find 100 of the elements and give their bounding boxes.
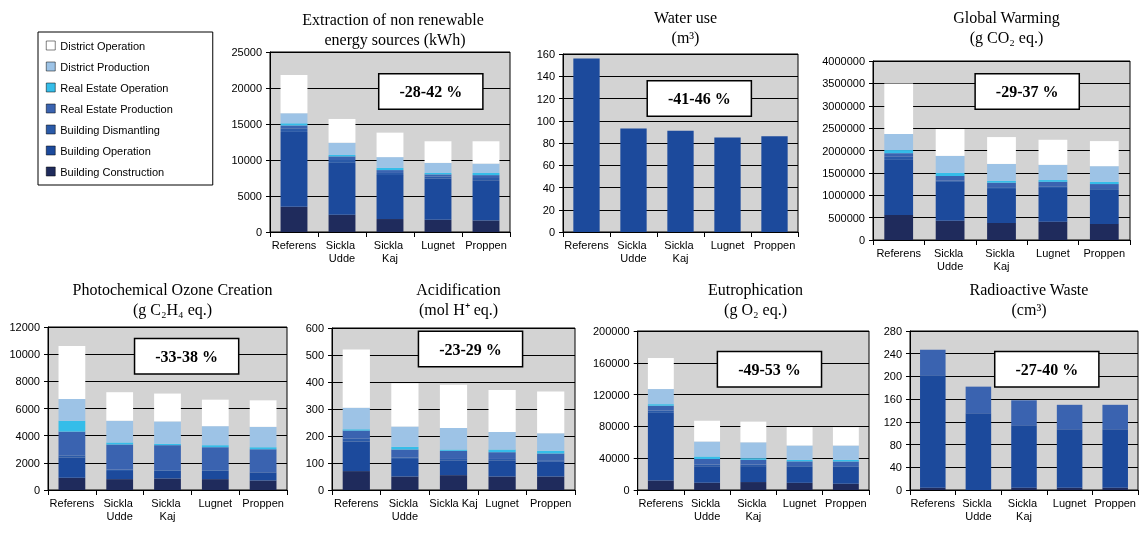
x-tick-label: Proppen xyxy=(465,238,507,251)
y-tick-label: 80 xyxy=(889,438,902,451)
y-tick-label: 1500000 xyxy=(822,166,865,179)
y-tick-label: 8000 xyxy=(15,375,40,388)
legend-label: Building Dismantling xyxy=(60,123,160,136)
y-tick-label: 40000 xyxy=(599,452,630,465)
y-tick-label: 200 xyxy=(883,370,902,383)
y-tick-label: 0 xyxy=(895,484,902,496)
chart-title: Eutrophication xyxy=(707,280,804,299)
chart-title: Water use xyxy=(653,8,718,26)
x-tick-label: Referens xyxy=(271,238,317,251)
x-tick-label: Sickla Udde xyxy=(690,496,724,522)
x-tick-label: Referens xyxy=(910,496,956,509)
x-tick-label: Proppen xyxy=(242,496,284,509)
y-tick-label: 10000 xyxy=(231,154,262,166)
y-tick-label: 2000 xyxy=(15,456,40,469)
x-tick-label: Sickla Udde xyxy=(933,246,967,272)
y-tick-label: 160 xyxy=(883,393,902,406)
y-tick-label: 120000 xyxy=(592,388,630,401)
x-tick-label: Sickla Kaj xyxy=(1007,496,1041,522)
y-tick-label: 15000 xyxy=(231,118,262,130)
chart-subtitle: (g C₂H₄ eq.) xyxy=(132,300,213,319)
y-tick-label: 3500000 xyxy=(822,77,865,90)
chart-subtitle: (mol H⁺ eq.) xyxy=(418,300,499,319)
x-tick-label: Referens xyxy=(638,496,684,509)
chart-title: Acidification xyxy=(416,280,501,298)
y-tick-label: 40 xyxy=(542,181,555,194)
x-tick-label: Lugnet xyxy=(198,496,233,509)
y-tick-label: 160 xyxy=(536,48,555,60)
y-tick-label: 300 xyxy=(305,403,324,415)
y-tick-label: 0 xyxy=(33,484,40,496)
y-tick-label: 140 xyxy=(536,70,555,83)
x-tick-label: Sickla Kaj xyxy=(737,496,770,522)
chart-subtitle: (g O₂ eq.) xyxy=(724,300,787,319)
x-tick-label: Proppen xyxy=(825,496,867,509)
y-tick-label: 60 xyxy=(542,159,555,172)
y-tick-label: 600 xyxy=(305,322,324,334)
annotation: -28-42 % xyxy=(399,83,463,101)
y-tick-label: 0 xyxy=(623,484,630,496)
y-tick-label: 2000000 xyxy=(822,144,865,157)
y-tick-label: 240 xyxy=(883,347,902,360)
chart-title: Global Warming xyxy=(953,8,1060,27)
legend-label: Building Construction xyxy=(60,165,165,178)
y-tick-label: 100 xyxy=(536,114,555,127)
legend-label: District Production xyxy=(60,60,150,73)
y-tick-label: 160000 xyxy=(592,356,630,369)
x-tick-label: Sickla Kaj xyxy=(985,246,1018,272)
y-tick-label: 100 xyxy=(305,457,324,469)
x-tick-label: Sickla Udde xyxy=(325,238,359,264)
y-tick-label: 6000 xyxy=(15,402,40,415)
x-tick-label: Lugnet xyxy=(485,496,519,509)
y-tick-label: 12000 xyxy=(9,321,40,333)
chart-subtitle: (g CO₂ eq.) xyxy=(969,28,1044,47)
y-tick-label: 4000000 xyxy=(822,55,865,67)
annotation: -41-46 % xyxy=(667,90,731,107)
legend-label: Real Estate Operation xyxy=(60,81,169,94)
x-tick-label: Sickla Kaj xyxy=(664,238,697,264)
legend-label: District Operation xyxy=(60,39,146,52)
y-tick-label: 0 xyxy=(255,226,262,238)
y-tick-label: 120 xyxy=(536,92,555,105)
x-tick-label: Lugnet xyxy=(421,238,455,251)
x-tick-label: Proppen xyxy=(1083,246,1126,259)
y-tick-label: 500 xyxy=(305,349,324,361)
legend-label: Building Operation xyxy=(60,144,151,157)
annotation: -29-37 % xyxy=(995,82,1059,100)
y-tick-label: 80 xyxy=(542,137,555,149)
chart-title: Extraction of non renewable energy sources (kWh) xyxy=(302,10,488,49)
y-tick-label: 500000 xyxy=(828,211,865,224)
y-tick-label: 40 xyxy=(889,461,902,474)
x-tick-label: Sickla Udde xyxy=(388,496,422,522)
y-tick-label: 80000 xyxy=(599,420,630,433)
y-tick-label: 20 xyxy=(542,203,555,216)
y-tick-label: 20000 xyxy=(231,82,262,94)
y-tick-label: 200000 xyxy=(592,325,630,337)
legend-label: Real Estate Production xyxy=(60,102,173,115)
x-tick-label: Sickla Udde xyxy=(962,496,995,522)
x-tick-label: Lugnet xyxy=(710,238,745,251)
y-tick-label: 5000 xyxy=(237,190,262,202)
x-tick-label: Sickla Kaj xyxy=(429,496,478,509)
y-tick-label: 0 xyxy=(548,226,555,238)
x-tick-label: Sickla Kaj xyxy=(151,496,184,522)
y-tick-label: 400 xyxy=(305,376,324,388)
y-tick-label: 120 xyxy=(883,415,902,428)
y-tick-label: 200 xyxy=(305,430,324,442)
annotation: -33-38 % xyxy=(155,347,218,365)
annotation: -23-29 % xyxy=(439,340,502,358)
annotation: -49-53 % xyxy=(738,360,801,378)
x-tick-label: Referens xyxy=(333,496,380,509)
y-tick-label: 4000 xyxy=(15,429,40,442)
x-tick-label: Sickla Kaj xyxy=(373,238,407,264)
annotation: -27-40 % xyxy=(1015,360,1079,378)
chart-subtitle: (cm³) xyxy=(1011,300,1047,319)
y-tick-label: 1000000 xyxy=(822,189,865,202)
x-tick-label: Sickla Udde xyxy=(617,238,650,264)
y-tick-label: 0 xyxy=(317,484,324,496)
chart-title: Photochemical Ozone Creation xyxy=(72,280,273,298)
y-tick-label: 2500000 xyxy=(822,122,865,135)
y-tick-label: 0 xyxy=(858,234,865,246)
x-tick-label: Lugnet xyxy=(1036,246,1070,259)
x-tick-label: Referens xyxy=(49,496,95,509)
